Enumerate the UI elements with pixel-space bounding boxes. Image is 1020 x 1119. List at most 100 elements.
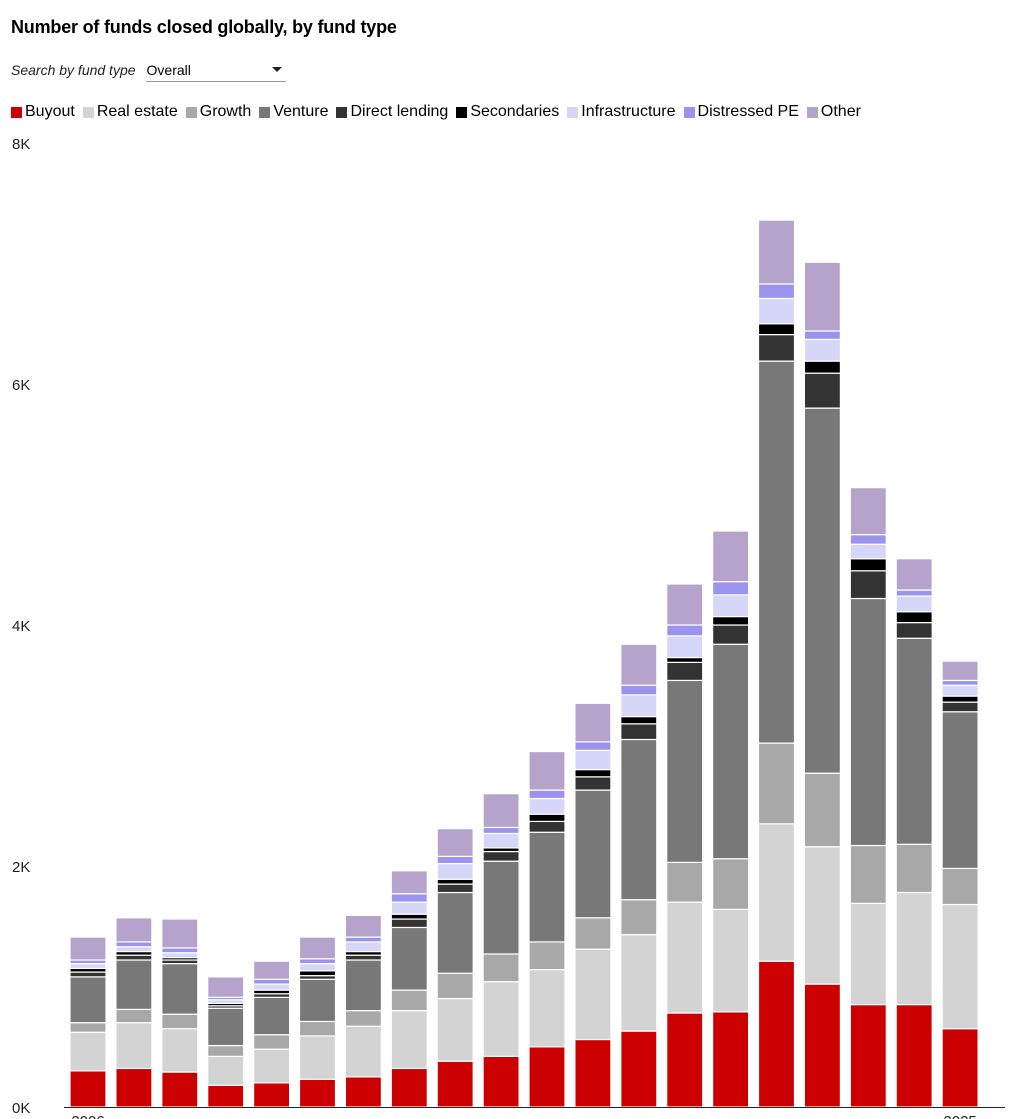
bar-segment-distressed-pe-2020[interactable]: [711, 581, 750, 596]
legend-item-infrastructure[interactable]: Infrastructure: [567, 102, 676, 122]
bar-segment-other-2021[interactable]: [757, 219, 796, 285]
bar-stack-2012[interactable]: [344, 914, 382, 1108]
bar-stack-2020[interactable]: [711, 530, 750, 1108]
bar-segment-direct-lending-2020[interactable]: [711, 624, 750, 645]
bar-segment-buyout-2013[interactable]: [390, 1067, 428, 1108]
bar-stack-2006[interactable]: [69, 936, 107, 1108]
bar-segment-other-2010[interactable]: [253, 960, 291, 980]
bar-segment-venture-2018[interactable]: [620, 738, 658, 901]
bar-segment-other-2012[interactable]: [344, 914, 382, 938]
bar-segment-buyout-2008[interactable]: [161, 1071, 199, 1108]
bar-stack-2010[interactable]: [253, 960, 291, 1108]
bar-segment-venture-2011[interactable]: [298, 978, 337, 1023]
bar-segment-buyout-2024[interactable]: [895, 1003, 933, 1108]
bar-segment-buyout-2018[interactable]: [620, 1030, 658, 1108]
bar-segment-direct-lending-2014[interactable]: [436, 883, 474, 894]
bar-segment-venture-2009[interactable]: [207, 1007, 245, 1047]
bar-segment-other-2007[interactable]: [115, 917, 153, 943]
bar-segment-real-estate-2012[interactable]: [344, 1025, 382, 1078]
bar-segment-buyout-2015[interactable]: [482, 1055, 520, 1108]
bar-segment-secondaries-2021[interactable]: [757, 323, 796, 336]
bar-segment-growth-2016[interactable]: [528, 941, 566, 971]
bar-segment-growth-2015[interactable]: [482, 953, 520, 983]
bar-segment-infrastructure-2017[interactable]: [574, 749, 612, 771]
bar-segment-direct-lending-2012[interactable]: [344, 954, 382, 961]
bar-segment-buyout-2022[interactable]: [803, 983, 842, 1108]
bar-segment-other-2022[interactable]: [803, 261, 842, 332]
bar-segment-real-estate-2006[interactable]: [69, 1031, 107, 1072]
bar-segment-other-2006[interactable]: [69, 936, 107, 961]
bar-stack-2021[interactable]: [757, 219, 796, 1108]
bar-segment-other-2009[interactable]: [207, 976, 245, 998]
bar-segment-real-estate-2011[interactable]: [298, 1035, 337, 1080]
bar-segment-buyout-2023[interactable]: [849, 1003, 887, 1108]
bar-segment-growth-2011[interactable]: [298, 1020, 337, 1037]
bar-segment-venture-2021[interactable]: [757, 360, 796, 744]
bar-segment-buyout-2007[interactable]: [115, 1067, 153, 1108]
bar-segment-secondaries-2022[interactable]: [803, 360, 842, 374]
bar-segment-growth-2024[interactable]: [895, 843, 933, 894]
bar-segment-other-2017[interactable]: [574, 702, 612, 743]
bar-segment-venture-2017[interactable]: [574, 789, 612, 919]
bar-segment-growth-2007[interactable]: [115, 1008, 153, 1024]
bar-segment-venture-2023[interactable]: [849, 597, 887, 847]
bar-segment-real-estate-2010[interactable]: [253, 1048, 291, 1084]
bar-segment-real-estate-2015[interactable]: [482, 981, 520, 1057]
bar-stack-2016[interactable]: [528, 750, 566, 1108]
bar-segment-secondaries-2024[interactable]: [895, 611, 933, 624]
bar-segment-infrastructure-2019[interactable]: [666, 635, 704, 659]
bar-stack-2023[interactable]: [849, 487, 887, 1108]
bar-segment-growth-2010[interactable]: [253, 1034, 291, 1050]
bar-segment-venture-2013[interactable]: [390, 926, 428, 991]
bar-segment-secondaries-2017[interactable]: [574, 768, 612, 778]
bar-segment-buyout-2016[interactable]: [528, 1046, 566, 1108]
legend-item-growth[interactable]: Growth: [185, 102, 251, 122]
bar-segment-infrastructure-2008[interactable]: [161, 952, 199, 959]
bar-segment-infrastructure-2024[interactable]: [895, 595, 933, 613]
bar-stack-2022[interactable]: [803, 261, 842, 1108]
bar-segment-real-estate-2019[interactable]: [666, 901, 704, 1014]
bar-segment-growth-2008[interactable]: [161, 1013, 199, 1030]
bar-segment-infrastructure-2014[interactable]: [436, 862, 474, 880]
bar-segment-growth-2006[interactable]: [69, 1022, 107, 1033]
bar-segment-infrastructure-2011[interactable]: [298, 963, 337, 972]
bar-segment-growth-2012[interactable]: [344, 1009, 382, 1027]
bar-segment-secondaries-2014[interactable]: [436, 878, 474, 885]
bar-segment-infrastructure-2013[interactable]: [390, 901, 428, 915]
bar-segment-distressed-pe-2011[interactable]: [298, 958, 337, 965]
bar-segment-distressed-pe-2017[interactable]: [574, 741, 612, 751]
bar-segment-distressed-pe-2019[interactable]: [666, 624, 704, 637]
bar-segment-other-2011[interactable]: [298, 936, 337, 960]
bar-segment-growth-2013[interactable]: [390, 989, 428, 1012]
legend-item-real-estate[interactable]: Real estate: [82, 102, 178, 122]
bar-segment-growth-2022[interactable]: [803, 772, 842, 848]
bar-segment-direct-lending-2018[interactable]: [620, 723, 658, 741]
bar-segment-distressed-pe-2007[interactable]: [115, 941, 153, 948]
bar-segment-real-estate-2023[interactable]: [849, 902, 887, 1006]
bar-segment-growth-2009[interactable]: [207, 1044, 245, 1057]
bar-segment-direct-lending-2022[interactable]: [803, 372, 842, 409]
bar-segment-infrastructure-2020[interactable]: [711, 594, 750, 618]
bar-segment-secondaries-2018[interactable]: [620, 715, 658, 725]
bar-segment-other-2015[interactable]: [482, 793, 520, 829]
bar-segment-distressed-pe-2010[interactable]: [253, 978, 291, 985]
bar-segment-direct-lending-2024[interactable]: [895, 621, 933, 639]
bar-segment-infrastructure-2022[interactable]: [803, 338, 842, 362]
bar-segment-distressed-pe-2025[interactable]: [941, 679, 979, 686]
bar-segment-real-estate-2021[interactable]: [757, 823, 796, 962]
bar-segment-distressed-pe-2021[interactable]: [757, 283, 796, 300]
bar-segment-direct-lending-2013[interactable]: [390, 918, 428, 929]
bar-segment-secondaries-2019[interactable]: [666, 656, 704, 663]
bar-segment-other-2013[interactable]: [390, 870, 428, 895]
bar-segment-growth-2020[interactable]: [711, 858, 750, 910]
bar-segment-infrastructure-2016[interactable]: [528, 797, 566, 815]
bar-segment-other-2014[interactable]: [436, 828, 474, 857]
legend-item-distressed-pe[interactable]: Distressed PE: [683, 102, 799, 122]
bar-segment-other-2020[interactable]: [711, 530, 750, 583]
legend-item-direct-lending[interactable]: Direct lending: [336, 102, 448, 122]
bar-segment-growth-2025[interactable]: [941, 867, 979, 906]
bar-segment-infrastructure-2025[interactable]: [941, 684, 979, 697]
bar-segment-venture-2020[interactable]: [711, 643, 750, 860]
bar-segment-distressed-pe-2018[interactable]: [620, 684, 658, 696]
bar-stack-2009[interactable]: [207, 976, 245, 1108]
